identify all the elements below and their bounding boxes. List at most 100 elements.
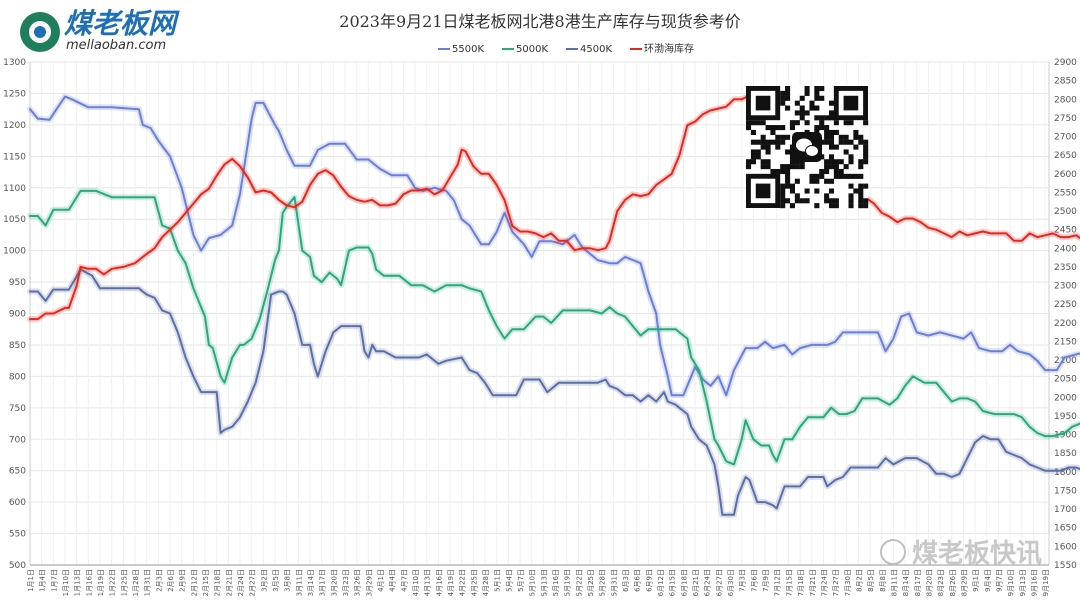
qr-module — [828, 144, 835, 150]
x-tick-label: 7月21日 — [809, 569, 817, 596]
qr-module — [746, 159, 752, 165]
qr-module — [775, 134, 781, 140]
y-right-tick-label: 2400 — [1054, 244, 1077, 254]
qr-module — [863, 159, 869, 165]
qr-module — [750, 159, 756, 165]
x-tick-label: 8月14日 — [902, 569, 910, 596]
qr-module — [746, 125, 752, 131]
qr-code-icon[interactable] — [746, 86, 869, 209]
x-tick-label: 2月24日 — [237, 569, 245, 596]
qr-module — [780, 100, 786, 106]
qr-module — [785, 168, 791, 175]
x-tick-label: 1月10日 — [62, 569, 70, 596]
y-right-tick-label: 2800 — [1054, 95, 1077, 105]
x-tick-label: 1月22日 — [109, 569, 117, 596]
qr-module — [750, 149, 756, 155]
x-tick-label: 1月7日 — [50, 569, 58, 592]
qr-module — [833, 198, 839, 204]
qr-module — [785, 183, 791, 189]
y-left-tick-label: 850 — [9, 341, 26, 351]
y-right-tick-label: 2600 — [1054, 170, 1077, 180]
qr-module — [824, 139, 830, 145]
qr-module — [833, 129, 839, 135]
qr-module — [750, 120, 756, 126]
qr-module — [760, 159, 766, 165]
y-axis-left: 500 550 600 650 700 750 800 850 900 950 1000 1050 11… — [3, 58, 31, 571]
qr-module — [785, 105, 791, 111]
qr-module — [799, 115, 805, 121]
x-tick-label: 7月3日 — [739, 569, 747, 592]
x-tick-label: 4月1日 — [377, 569, 385, 592]
logo-main-text: 煤老板网 — [64, 7, 180, 40]
x-tick-label: 4月19日 — [447, 569, 455, 596]
y-right-tick-label: 1850 — [1054, 449, 1077, 459]
qr-module — [799, 105, 805, 111]
qr-module — [843, 173, 849, 179]
qr-module — [794, 193, 800, 199]
x-tick-label: 8月26日 — [949, 569, 957, 596]
qr-module — [799, 95, 805, 101]
qr-module — [804, 188, 810, 194]
wechat-logo-icon — [880, 539, 906, 565]
qr-module — [814, 203, 820, 209]
qr-module — [833, 164, 839, 170]
qr-module — [789, 183, 795, 189]
qr-module — [819, 120, 825, 126]
x-tick-label: 4月13日 — [424, 569, 432, 596]
x-tick-label: 1月13日 — [74, 569, 82, 596]
x-tick-label: 6月24日 — [704, 569, 712, 596]
legend-label: 5000K — [516, 44, 548, 55]
qr-module — [824, 168, 830, 175]
qr-module — [750, 129, 756, 135]
x-tick-label: 6月15日 — [669, 569, 677, 596]
x-tick-label: 1月19日 — [97, 569, 105, 596]
qr-module — [853, 188, 859, 194]
qr-module — [814, 115, 820, 121]
qr-module — [750, 154, 756, 160]
qr-module — [828, 188, 835, 194]
legend-label: 5500K — [452, 44, 484, 55]
x-tick-label: 5月22日 — [575, 569, 583, 596]
qr-module — [824, 134, 830, 140]
qr-module — [838, 159, 844, 165]
qr-module — [780, 164, 786, 170]
y-axis-right: 1550 1600 1650 1700 1750 1800 1850 1900 1950 2000… — [1048, 58, 1077, 571]
qr-module — [833, 168, 839, 175]
x-tick-label: 7月18日 — [797, 569, 805, 596]
qr-module — [765, 144, 771, 150]
x-tick-label: 7月24日 — [820, 569, 828, 596]
qr-module — [785, 134, 791, 140]
qr-module — [858, 203, 864, 209]
y-left-tick-label: 550 — [9, 530, 26, 540]
qr-module — [809, 105, 815, 111]
qr-module — [843, 149, 849, 155]
qr-module — [780, 168, 786, 175]
qr-module — [765, 159, 771, 165]
y-right-tick-label: 1650 — [1054, 524, 1077, 534]
qr-module — [760, 120, 766, 126]
qr-module — [824, 115, 830, 121]
x-tick-label: 6月30日 — [727, 569, 735, 596]
qr-module — [828, 100, 835, 106]
qr-module — [819, 168, 825, 175]
qr-module — [843, 134, 849, 140]
qr-module — [848, 183, 854, 189]
y-right-tick-label: 1550 — [1054, 561, 1077, 571]
qr-module — [760, 134, 766, 140]
qr-module — [828, 198, 835, 204]
qr-module — [785, 95, 791, 101]
qr-module — [828, 164, 835, 170]
x-tick-label: 7月30日 — [844, 569, 852, 596]
qr-module — [848, 203, 854, 209]
qr-module — [858, 139, 864, 145]
qr-module — [863, 139, 869, 145]
x-tick-label: 9月13日 — [1019, 569, 1027, 596]
qr-module — [770, 125, 776, 131]
x-tick-label: 5月7日 — [517, 569, 525, 592]
qr-module — [824, 178, 830, 184]
x-tick-label: 1月25日 — [120, 569, 128, 596]
x-tick-label: 8月23日 — [937, 569, 945, 596]
x-tick-label: 2月21日 — [225, 569, 233, 596]
x-tick-label: 4月16日 — [435, 569, 443, 596]
x-tick-label: 5月19日 — [564, 569, 572, 596]
